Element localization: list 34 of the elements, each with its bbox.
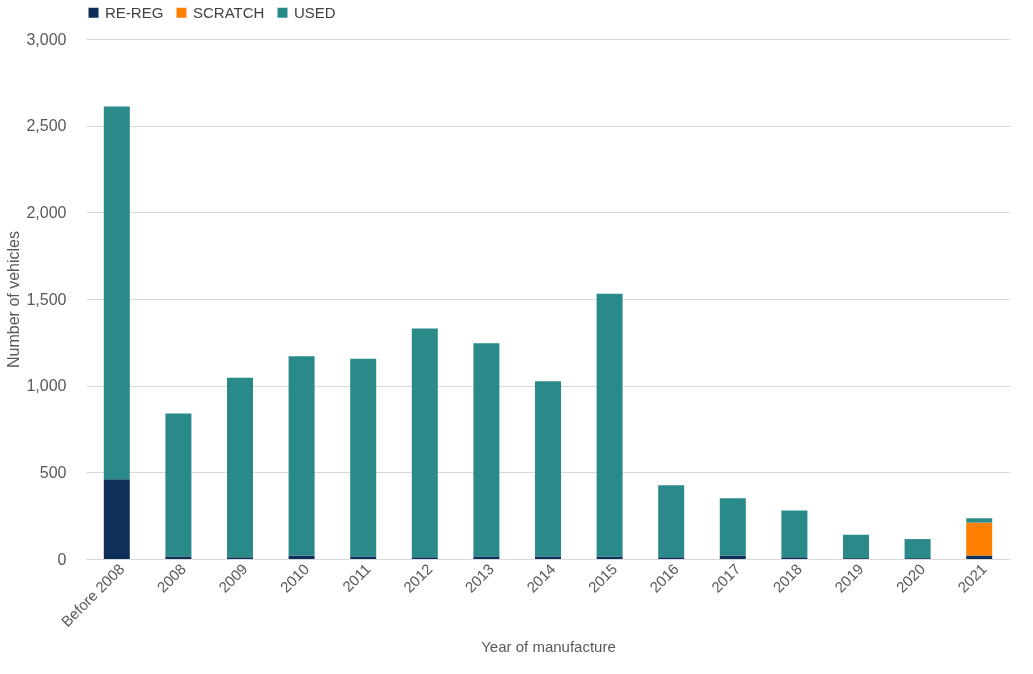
- legend-label: SCRATCH: [193, 3, 265, 21]
- legend-label: USED: [294, 3, 336, 21]
- bar: [535, 381, 561, 557]
- bar: [719, 498, 746, 556]
- bar: [165, 413, 192, 557]
- bar: [473, 556, 500, 559]
- y-tick-label: 3,000: [26, 30, 67, 48]
- y-tick-label: 2,000: [26, 203, 67, 221]
- bar: [350, 358, 377, 557]
- bar: [658, 485, 685, 558]
- y-tick-label: 0: [57, 550, 67, 568]
- bar: [966, 522, 993, 556]
- y-tick-label: 500: [39, 463, 67, 481]
- bar: [781, 510, 808, 558]
- x-axis-title: Year of manufacture: [481, 637, 616, 655]
- bar: [227, 377, 253, 558]
- bar: [596, 293, 623, 557]
- y-axis-title: Number of vehicles: [5, 231, 23, 368]
- bar: [165, 556, 192, 559]
- bar: [103, 479, 130, 559]
- bar: [350, 556, 377, 559]
- bar: [411, 328, 438, 558]
- y-tick-label: 1,000: [26, 377, 67, 395]
- bar: [535, 556, 561, 559]
- bar: [103, 106, 130, 480]
- y-tick-label: 2,500: [26, 117, 67, 135]
- bar: [473, 343, 500, 557]
- bar: [288, 356, 315, 556]
- bar: [596, 556, 623, 559]
- bar: [843, 534, 869, 559]
- y-tick-label: 1,500: [26, 290, 67, 308]
- bar: [904, 539, 931, 559]
- legend-label: RE-REG: [105, 3, 164, 21]
- bar: [966, 518, 993, 523]
